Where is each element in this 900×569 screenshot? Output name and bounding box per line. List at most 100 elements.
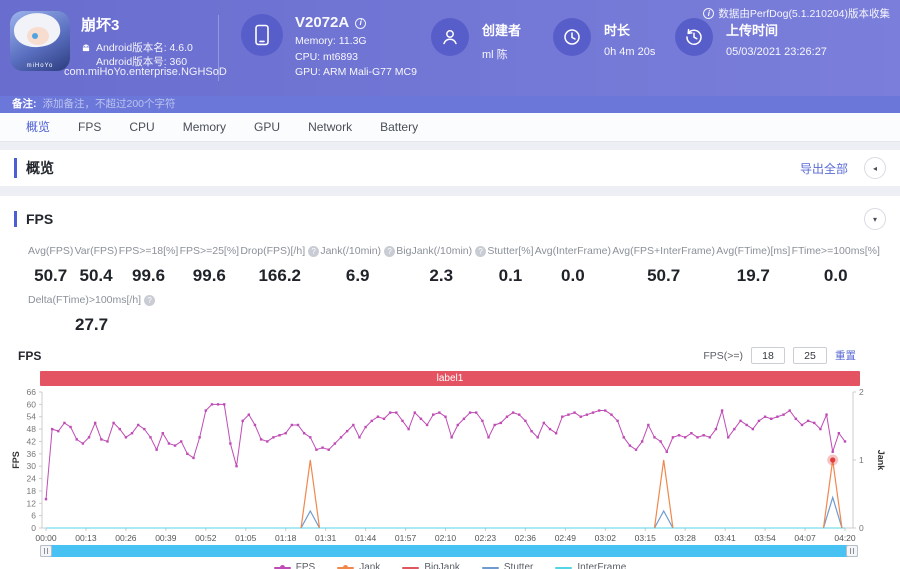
tab-GPU[interactable]: GPU xyxy=(254,120,281,134)
svg-text:2: 2 xyxy=(859,388,864,397)
stat-value: 50.7 xyxy=(34,266,68,285)
upload-time-block: 上传时间 05/03/2021 23:26:27 xyxy=(675,0,870,96)
tab-CPU[interactable]: CPU xyxy=(129,120,155,134)
duration-value: 0h 4m 20s xyxy=(604,46,656,58)
svg-text:18: 18 xyxy=(27,486,37,496)
report-header: miHoYo 崩坏3 Android版本名: 4.6.0 Android版本号:… xyxy=(0,0,900,96)
svg-text:03:15: 03:15 xyxy=(635,533,657,543)
stat-item: FPS>=25[%] 99.6 xyxy=(180,245,240,286)
help-icon[interactable]: ? xyxy=(144,294,156,306)
stat-value: 27.7 xyxy=(75,315,109,334)
stat-value: 99.6 xyxy=(132,266,166,285)
svg-text:04:07: 04:07 xyxy=(794,533,816,543)
stat-item: Avg(FTime)[ms] 19.7 xyxy=(716,245,790,286)
svg-text:FPS: FPS xyxy=(11,451,21,469)
chart-h-scrollbar[interactable] xyxy=(40,545,858,557)
svg-text:03:41: 03:41 xyxy=(715,533,737,543)
svg-text:02:49: 02:49 xyxy=(555,533,577,543)
stat-label: Jank(/10min)? xyxy=(320,245,396,257)
stat-value: 50.7 xyxy=(647,266,681,285)
fps-threshold-controls: FPS(>=) 重置 xyxy=(703,347,856,364)
svg-text:42: 42 xyxy=(27,436,37,446)
stat-label: FPS>=18[%] xyxy=(118,245,179,257)
stat-value: 19.7 xyxy=(736,266,770,285)
stat-label: Delta(FTime)>100ms[/h]? xyxy=(28,294,156,306)
tab-Memory[interactable]: Memory xyxy=(182,120,227,134)
legend-mark xyxy=(555,566,573,569)
export-all-button[interactable]: 导出全部 xyxy=(799,161,848,176)
legend-item-BigJank[interactable]: BigJank xyxy=(402,562,460,569)
tab-FPS[interactable]: FPS xyxy=(78,120,102,134)
help-icon[interactable]: ? xyxy=(475,245,487,257)
device-cpu: CPU: mt6893 xyxy=(295,50,359,63)
svg-text:02:10: 02:10 xyxy=(435,533,457,543)
legend-mark xyxy=(481,566,499,569)
stat-value: 0.0 xyxy=(823,266,848,285)
stat-item: Avg(FPS+InterFrame) 50.7 xyxy=(612,245,715,286)
tab-Network[interactable]: Network xyxy=(308,120,353,134)
scrollbar-handle-right[interactable] xyxy=(846,545,858,557)
creator-label: 创建者 xyxy=(482,23,522,38)
stat-value: 2.3 xyxy=(429,266,454,285)
creator-value: ml 陈 xyxy=(482,49,508,61)
legend-item-Jank[interactable]: Jank xyxy=(337,562,380,569)
svg-text:00:13: 00:13 xyxy=(75,533,97,543)
chevron-left-icon: ◂ xyxy=(872,163,877,173)
overview-card: 概览 导出全部 ◂ xyxy=(0,150,900,186)
app-package-name: com.miHoYo.enterprise.NGHSoD xyxy=(64,66,227,78)
device-info-icon[interactable]: i xyxy=(355,17,367,29)
stat-value: 50.4 xyxy=(79,266,113,285)
person-icon xyxy=(431,18,469,56)
legend-item-Stutter[interactable]: Stutter xyxy=(481,562,533,569)
legend-item-InterFrame[interactable]: InterFrame xyxy=(555,562,626,569)
fps-section-title: FPS xyxy=(14,211,53,227)
stat-label: Stutter[%] xyxy=(487,245,534,257)
threshold-label: FPS(>=) xyxy=(703,349,743,362)
upload-time-label: 上传时间 xyxy=(726,23,779,38)
note-bar: 备注: 添加备注，不超过200个字符 xyxy=(0,96,900,113)
tab-Battery[interactable]: Battery xyxy=(380,120,419,134)
stat-label: FTime>=100ms[%] xyxy=(791,245,880,257)
svg-text:60: 60 xyxy=(27,399,37,409)
stat-value: 99.6 xyxy=(192,266,226,285)
fps-stats-row: Avg(FPS) 50.7 Var(FPS) 50.4 FPS>=18[%] 99.6 FP… xyxy=(0,245,900,286)
collapse-left-button[interactable]: ◂ xyxy=(864,157,886,179)
stat-item: Delta(FTime)>100ms[/h]? 27.7 xyxy=(28,294,156,335)
phone-icon xyxy=(241,14,283,56)
legend-item-FPS[interactable]: FPS xyxy=(273,562,315,569)
stat-value: 166.2 xyxy=(258,266,301,285)
note-input[interactable]: 添加备注，不超过200个字符 xyxy=(42,98,176,110)
threshold-input-low[interactable] xyxy=(751,347,785,364)
fps-chart[interactable]: 0 6 12 18 24 30 36 42 48 54 60 66 0 1 2 FPS Jank 00:00 00:… xyxy=(0,388,900,544)
perfdog-version-info: i 数据由PerfDog(5.1.210204)版本收集 xyxy=(703,6,890,21)
note-label: 备注: xyxy=(12,98,37,110)
svg-text:Jank: Jank xyxy=(876,450,886,472)
fps-card: FPS ▾ Avg(FPS) 50.7 Var(FPS) 50.4 FPS>=18[%]… xyxy=(0,196,900,569)
svg-text:01:05: 01:05 xyxy=(235,533,257,543)
info-icon: i xyxy=(703,8,715,19)
svg-text:0: 0 xyxy=(859,523,864,533)
svg-text:6: 6 xyxy=(31,511,36,521)
chevron-down-icon: ▾ xyxy=(872,214,877,224)
svg-text:01:57: 01:57 xyxy=(395,533,417,543)
svg-text:01:18: 01:18 xyxy=(275,533,297,543)
threshold-input-high[interactable] xyxy=(793,347,827,364)
tab-概览[interactable]: 概览 xyxy=(26,120,51,134)
creator-block: 创建者 ml 陈 xyxy=(431,0,553,96)
scrollbar-handle-left[interactable] xyxy=(40,545,52,557)
stat-item: FPS>=18[%] 99.6 xyxy=(119,245,179,286)
region-label-bar[interactable]: label1 xyxy=(40,371,860,386)
tab-bar: 概览 FPS CPU Memory GPU Network Battery xyxy=(0,113,900,142)
device-memory: Memory: 11.3G xyxy=(295,35,367,47)
overview-section-title: 概览 xyxy=(14,158,54,178)
help-icon[interactable]: ? xyxy=(308,245,320,257)
svg-text:03:28: 03:28 xyxy=(675,533,697,543)
clock-icon xyxy=(553,18,591,56)
collapse-down-button[interactable]: ▾ xyxy=(864,208,886,230)
help-icon[interactable]: ? xyxy=(384,245,396,257)
svg-text:04:20: 04:20 xyxy=(834,533,856,543)
duration-block: 时长 0h 4m 20s xyxy=(553,0,675,96)
reset-button[interactable]: 重置 xyxy=(835,350,856,362)
chart-title: FPS xyxy=(18,348,42,363)
android-icon xyxy=(82,44,90,52)
